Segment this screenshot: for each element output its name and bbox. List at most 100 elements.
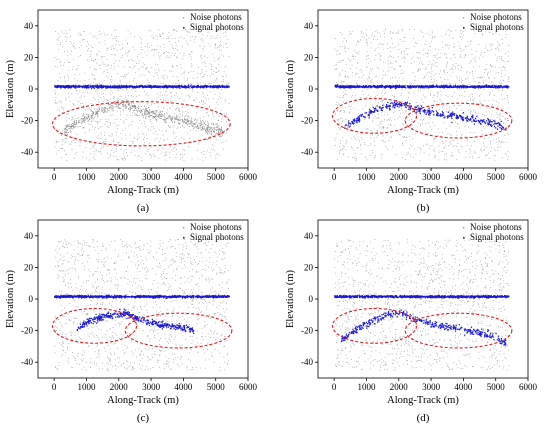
noise-photon xyxy=(203,126,204,127)
noise-photon xyxy=(155,113,156,114)
signal-photon xyxy=(76,86,77,87)
noise-photon xyxy=(215,124,216,125)
noise-photon xyxy=(216,130,217,131)
noise-photon xyxy=(470,100,471,101)
noise-photon xyxy=(360,39,361,40)
noise-photon xyxy=(90,93,91,94)
noise-photon xyxy=(157,93,158,94)
noise-photon xyxy=(207,151,208,152)
noise-photon xyxy=(483,80,484,81)
noise-photon xyxy=(144,121,145,122)
signal-photon xyxy=(159,85,160,86)
noise-photon xyxy=(70,54,71,55)
noise-photon xyxy=(56,103,57,104)
noise-photon xyxy=(412,121,413,122)
noise-photon xyxy=(484,138,485,139)
noise-photon xyxy=(466,151,467,152)
noise-photon xyxy=(223,76,224,77)
noise-photon xyxy=(507,99,508,100)
noise-photon xyxy=(188,32,189,33)
noise-photon xyxy=(378,114,379,115)
noise-photon xyxy=(128,73,129,74)
noise-photon xyxy=(379,33,380,34)
noise-photon xyxy=(123,100,124,101)
noise-photon xyxy=(402,41,403,42)
noise-photon xyxy=(176,154,177,155)
noise-photon xyxy=(182,145,183,146)
noise-photon xyxy=(346,41,347,42)
noise-photon xyxy=(66,128,67,129)
noise-photon xyxy=(221,130,222,131)
noise-photon xyxy=(223,149,224,150)
noise-photon xyxy=(470,153,471,154)
noise-photon xyxy=(366,128,367,129)
noise-photon xyxy=(201,101,202,102)
noise-photon xyxy=(116,132,117,133)
noise-photon xyxy=(188,120,189,121)
noise-photon xyxy=(417,127,418,128)
noise-photon xyxy=(390,63,391,64)
noise-photon xyxy=(375,55,376,56)
noise-photon xyxy=(156,119,157,120)
noise-photon xyxy=(151,67,152,68)
noise-photon xyxy=(454,106,455,107)
noise-photon xyxy=(169,152,170,153)
noise-photon xyxy=(111,106,112,107)
noise-photon xyxy=(123,106,124,107)
noise-photon xyxy=(367,159,368,160)
noise-photon xyxy=(371,43,372,44)
noise-photon xyxy=(145,109,146,110)
signal-photon xyxy=(177,86,178,87)
noise-photon xyxy=(345,51,346,52)
noise-photon xyxy=(128,31,129,32)
noise-photon xyxy=(172,66,173,67)
noise-photon xyxy=(392,32,393,33)
signal-photon xyxy=(102,87,103,88)
noise-photon xyxy=(135,115,136,116)
noise-photon xyxy=(451,144,452,145)
noise-photon xyxy=(166,38,167,39)
noise-photon xyxy=(397,118,398,119)
noise-photon xyxy=(380,43,381,44)
noise-photon xyxy=(414,29,415,30)
noise-photon xyxy=(122,48,123,49)
noise-photon xyxy=(139,137,140,138)
noise-photon xyxy=(79,74,80,75)
noise-photon xyxy=(66,127,67,128)
noise-photon xyxy=(348,106,349,107)
noise-photon xyxy=(182,154,183,155)
noise-photon xyxy=(410,145,411,146)
noise-photon xyxy=(394,97,395,98)
noise-photon xyxy=(382,100,383,101)
noise-photon xyxy=(472,100,473,101)
noise-photon xyxy=(65,142,66,143)
noise-photon xyxy=(120,108,121,109)
noise-photon xyxy=(112,135,113,136)
noise-photon xyxy=(366,34,367,35)
noise-photon xyxy=(139,102,140,103)
noise-photon xyxy=(480,77,481,78)
noise-photon xyxy=(366,40,367,41)
noise-photon xyxy=(496,85,497,86)
noise-photon xyxy=(469,157,470,158)
noise-photon xyxy=(153,116,154,117)
noise-photon xyxy=(381,101,382,102)
noise-photon xyxy=(405,119,406,120)
noise-photon xyxy=(122,47,123,48)
noise-photon xyxy=(94,154,95,155)
noise-photon xyxy=(210,127,211,128)
noise-photon xyxy=(476,51,477,52)
noise-photon xyxy=(453,38,454,39)
noise-photon xyxy=(202,124,203,125)
noise-photon xyxy=(192,89,193,90)
noise-photon xyxy=(162,148,163,149)
noise-photon xyxy=(486,45,487,46)
noise-photon xyxy=(117,119,118,120)
noise-photon xyxy=(83,127,84,128)
noise-photon xyxy=(384,104,385,105)
noise-photon xyxy=(206,100,207,101)
noise-photon xyxy=(201,69,202,70)
noise-photon xyxy=(459,80,460,81)
noise-photon xyxy=(218,88,219,89)
noise-photon xyxy=(213,124,214,125)
